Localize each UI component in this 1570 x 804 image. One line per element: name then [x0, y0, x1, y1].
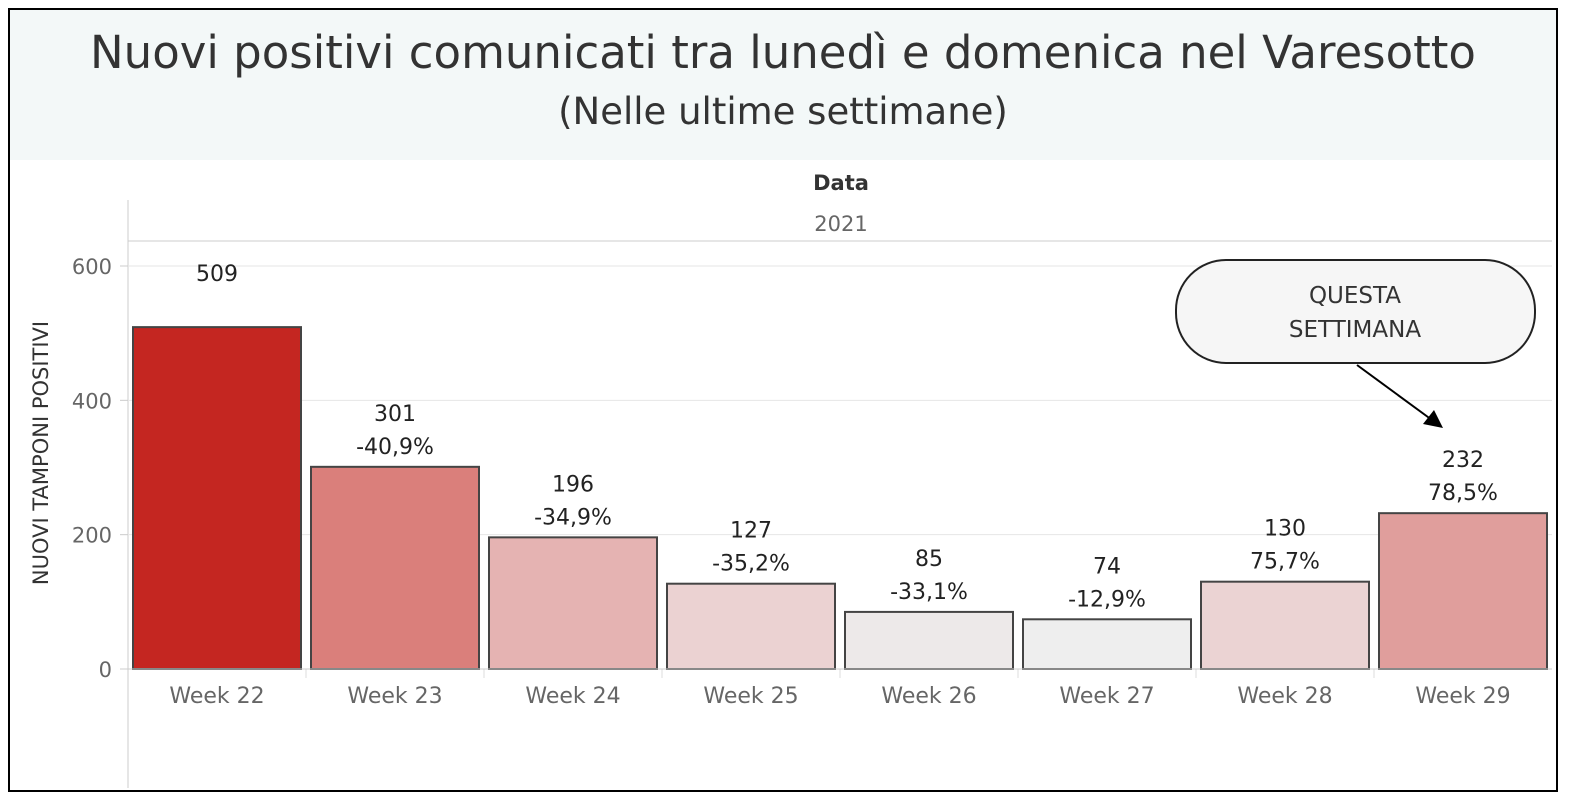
annotation-line-2: SETTIMANA	[1289, 317, 1421, 343]
x-tick-label: Week 24	[525, 684, 620, 709]
bar-change-label: -33,1%	[890, 580, 968, 605]
y-axis-title: NUOVI TAMPONI POSITIVI	[29, 321, 53, 585]
bar-change-label: 75,7%	[1250, 550, 1320, 575]
bar-change-label: 78,5%	[1428, 481, 1498, 506]
title-band	[10, 10, 1556, 160]
data-labels: 509 301 -40,9% 196 -34,9% 127 -35,2% 85 -33,1% 74…	[196, 262, 1498, 612]
bar	[310, 465, 480, 670]
x-tick-label: Week 25	[703, 684, 798, 709]
chart-subtitle: (Nelle ultime settimane)	[558, 90, 1008, 133]
bar-value-label: 130	[1264, 517, 1306, 542]
annotation-arrow-head	[1423, 410, 1443, 428]
annotation-bubble	[1175, 259, 1536, 364]
x-tick-label: Week 28	[1237, 684, 1332, 709]
x-axis-ticks: Week 22 Week 23 Week 24 Week 25 Week 26 Week …	[169, 669, 1511, 709]
y-tick-label: 0	[99, 658, 112, 682]
bar-change-label: -34,9%	[534, 505, 612, 530]
bar	[488, 536, 658, 670]
x-tick-label: Week 29	[1415, 684, 1510, 709]
bar-value-label: 85	[915, 547, 943, 572]
x-tick-label: Week 26	[881, 684, 976, 709]
bar-value-label: 196	[552, 472, 594, 497]
x-tick-label: Week 27	[1059, 684, 1154, 709]
bar	[1378, 512, 1548, 670]
bar-value-label: 127	[730, 519, 772, 544]
y-axis-ticks: 0 200 400 600	[72, 255, 128, 682]
bar	[1022, 618, 1192, 671]
bars	[132, 326, 1548, 671]
bar-change-label: -35,2%	[712, 552, 790, 577]
bar	[1200, 580, 1370, 671]
bar	[666, 582, 836, 670]
bar-value-label: 301	[374, 402, 416, 427]
bar-change-label: -12,9%	[1068, 587, 1146, 612]
y-tick-label: 600	[72, 255, 112, 279]
y-tick-label: 200	[72, 524, 112, 548]
x-tick-label: Week 22	[169, 684, 264, 709]
x-tick-label: Week 23	[347, 684, 442, 709]
bar	[844, 610, 1014, 670]
bar-value-label: 509	[196, 262, 238, 287]
header-year-label: 2021	[814, 212, 867, 236]
y-tick-label: 400	[72, 389, 112, 413]
annotation-line-1: QUESTA	[1309, 283, 1401, 309]
bar-value-label: 232	[1442, 448, 1484, 473]
header-field-label: Data	[813, 171, 869, 195]
chart-title: Nuovi positivi comunicati tra lunedì e d…	[90, 26, 1476, 79]
bar	[132, 326, 302, 670]
bar-change-label: -40,9%	[356, 435, 434, 460]
bar-value-label: 74	[1093, 554, 1121, 579]
annotation-callout: QUESTA SETTIMANA	[1175, 259, 1536, 428]
annotation-arrow-line	[1356, 364, 1433, 421]
